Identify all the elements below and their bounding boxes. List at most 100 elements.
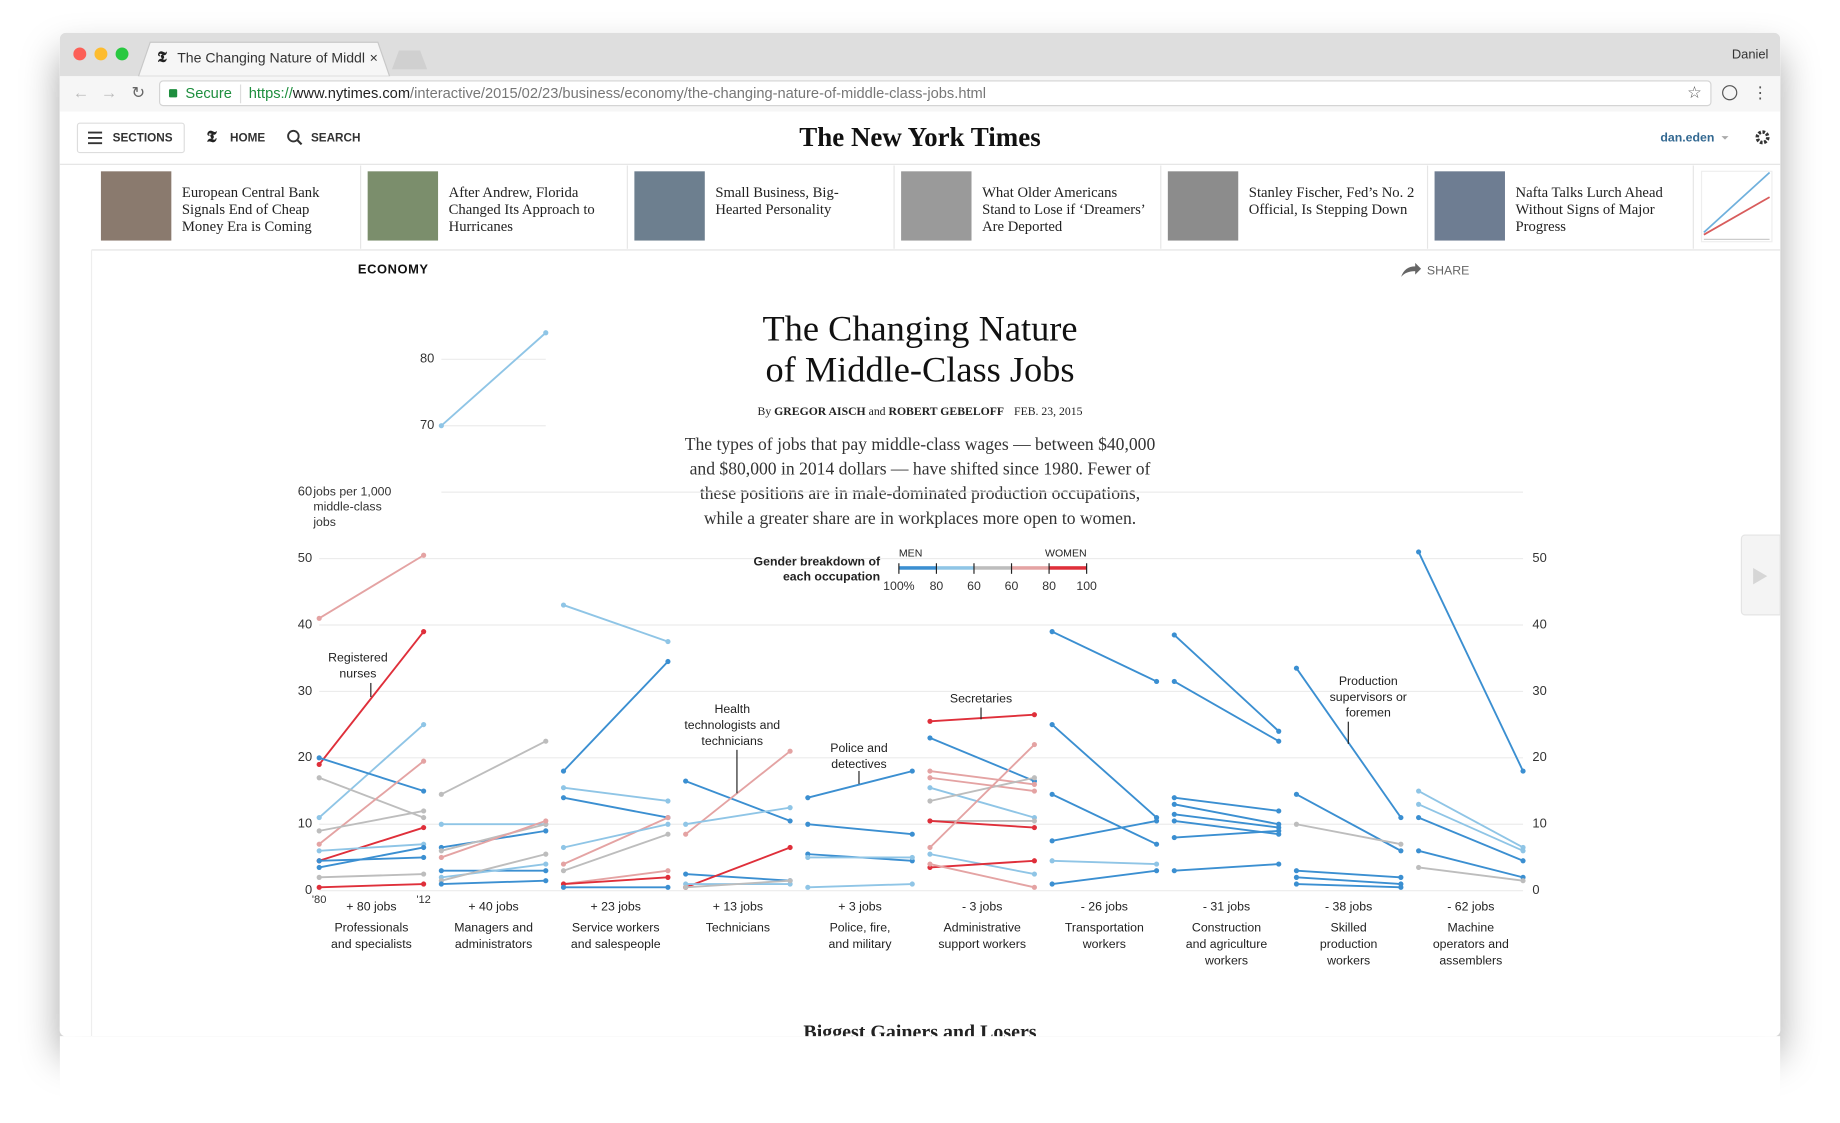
article-headline[interactable]: Stand to Lose if ‘Dreamers’	[982, 202, 1146, 218]
article-headline[interactable]: Signals End of Cheap	[182, 202, 309, 218]
sections-button[interactable]	[76, 122, 185, 154]
account-link[interactable]: dan.eden	[1660, 131, 1714, 145]
article-headline[interactable]: After Andrew, Florida	[449, 185, 579, 201]
article-headline[interactable]: Hearted Personality	[715, 202, 832, 218]
slope-line	[563, 869, 669, 885]
slope-dot	[927, 861, 933, 867]
byline: By GREGOR AISCH and ROBERT GEBELOFF FEB.…	[758, 405, 1083, 418]
slope-line	[929, 776, 1035, 802]
extension-icon[interactable]	[1722, 85, 1738, 101]
section-label[interactable]: ECONOMY	[358, 261, 429, 276]
article-headline[interactable]: Official, Is Stepping Down	[1249, 202, 1408, 218]
menu-button[interactable]: ⋮	[1752, 84, 1768, 102]
slope-line	[563, 876, 669, 885]
slope-dot	[665, 874, 671, 880]
chart-thumbnail[interactable]	[1700, 170, 1773, 243]
thumb-line-red	[1703, 196, 1771, 236]
slope-dot	[1031, 824, 1037, 831]
slope-dot	[316, 615, 322, 621]
slope-dot	[927, 718, 933, 724]
article-headline[interactable]: Without Signs of Major	[1516, 202, 1655, 218]
article-headline[interactable]: Money Era is Coming	[182, 219, 313, 235]
home-link[interactable]: HOME	[230, 132, 265, 145]
address-bar[interactable]	[159, 80, 1712, 107]
tab-close[interactable]: ×	[370, 49, 378, 65]
slope-line	[318, 756, 424, 792]
article-thumbnail[interactable]	[1434, 171, 1505, 241]
article-thumbnail[interactable]	[1167, 171, 1239, 241]
article-thumbnail[interactable]	[901, 171, 972, 241]
legend-swatch	[936, 566, 974, 570]
slope-dot	[316, 828, 322, 834]
reload-button[interactable]: ↻	[131, 84, 145, 102]
legend-title: each occupation	[783, 570, 880, 584]
slope-dot	[438, 868, 444, 874]
article-headline[interactable]: Hurricanes	[449, 219, 514, 235]
profile-name[interactable]: Daniel	[1732, 47, 1769, 62]
annotation: technicians	[701, 734, 763, 748]
article-headline[interactable]: European Central Bank	[182, 185, 320, 201]
search-icon	[287, 129, 300, 143]
slope-dot	[665, 831, 671, 837]
group-label: and military	[829, 937, 893, 951]
slope-line	[929, 713, 1035, 723]
article-thumbnail[interactable]	[100, 171, 172, 241]
slope-dot	[1398, 848, 1404, 854]
group-label: support workers	[938, 937, 1026, 951]
slope-line	[318, 631, 425, 766]
author[interactable]: GREGOR AISCH	[774, 405, 866, 418]
group-change: + 80 jobs	[346, 899, 396, 913]
annotation: technologists and	[684, 718, 780, 732]
article-thumbnail[interactable]	[634, 171, 705, 241]
close-button[interactable]	[73, 47, 87, 61]
url: https://www.nytimes.com/interactive/2015…	[249, 86, 986, 102]
slope-dot	[1276, 738, 1282, 744]
site-logo[interactable]: The New York Times	[799, 122, 1040, 152]
slope-dot	[543, 818, 549, 824]
slope-dot	[421, 722, 427, 728]
y-tick-label: 60	[298, 484, 312, 499]
slope-line	[441, 853, 547, 882]
annotation: Secretaries	[950, 692, 1012, 706]
back-button[interactable]: ←	[73, 84, 89, 102]
bookmark-star[interactable]: ☆	[1687, 84, 1702, 102]
share-link[interactable]: SHARE	[1427, 263, 1469, 277]
slope-dot	[1520, 878, 1526, 884]
sections-label[interactable]: SECTIONS	[113, 132, 173, 145]
slope-line	[929, 819, 1035, 829]
y2-tick-label: 20	[1532, 749, 1546, 764]
article-headline[interactable]: Progress	[1516, 219, 1567, 235]
article-thumbnail[interactable]	[367, 171, 439, 241]
minimize-button[interactable]	[94, 47, 108, 61]
zoom-button[interactable]	[115, 47, 129, 61]
slope-dot	[1031, 712, 1037, 718]
search-link[interactable]: SEARCH	[311, 132, 360, 145]
article-headline[interactable]: Stanley Fischer, Fed’s No. 2	[1249, 185, 1415, 201]
article-headline[interactable]: Changed Its Approach to	[449, 202, 595, 218]
article-headline[interactable]: Are Deported	[982, 219, 1063, 235]
article-headline[interactable]: What Older Americans	[982, 185, 1117, 201]
story-title-line: of Middle-Class Jobs	[765, 350, 1074, 390]
intro-line: while a greater share are in workplaces …	[704, 508, 1136, 528]
legend-swatch	[1049, 566, 1087, 570]
slope-line	[929, 776, 1035, 792]
slope-line	[563, 786, 669, 802]
home-icon: 𝕿	[207, 127, 217, 146]
slope-dot	[316, 864, 322, 870]
slope-dot	[665, 884, 671, 890]
slope-dot	[787, 805, 793, 811]
y-tick-label: 0	[305, 882, 312, 897]
settings-icon[interactable]	[1755, 130, 1770, 145]
group-change: - 3 jobs	[962, 899, 1002, 913]
forward-button[interactable]: →	[101, 84, 117, 102]
slope-dot	[1153, 861, 1160, 867]
article-headline[interactable]: Nafta Talks Lurch Ahead	[1516, 185, 1664, 201]
slope-dot	[1398, 874, 1404, 880]
url-scheme: https://	[249, 86, 294, 102]
slope-line	[685, 873, 791, 882]
new-tab[interactable]	[391, 50, 428, 70]
author[interactable]: ROBERT GEBELOFF	[888, 405, 1004, 418]
slope-line	[1174, 803, 1279, 826]
y-tick-label: 40	[298, 616, 312, 631]
article-headline[interactable]: Small Business, Big-	[715, 185, 838, 201]
